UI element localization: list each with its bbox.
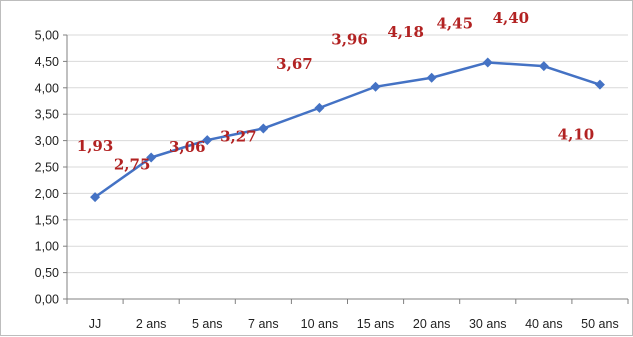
data-point-marker — [314, 102, 325, 113]
data-point-marker — [90, 192, 101, 203]
data-point-marker — [146, 152, 157, 163]
axes — [63, 34, 629, 304]
data-point-marker — [202, 135, 213, 146]
data-label: 4,18 — [387, 23, 424, 41]
data-label: 4,10 — [558, 126, 595, 144]
y-tick-label: 3,50 — [35, 108, 59, 122]
y-tick-label: 4,50 — [35, 55, 59, 69]
data-point-marker — [370, 81, 381, 92]
x-tick-label: 7 ans — [248, 317, 279, 331]
x-tick-label: 5 ans — [192, 317, 223, 331]
x-tick-label: 50 ans — [581, 317, 619, 331]
data-point-marker — [258, 123, 269, 134]
y-tick-label: 0,00 — [35, 293, 59, 307]
y-tick-label: 2,50 — [35, 161, 59, 175]
y-tick-label: 2,00 — [35, 187, 59, 201]
data-label: 1,93 — [77, 137, 114, 155]
y-tick-label: 3,00 — [35, 134, 59, 148]
x-tick-label: 15 ans — [357, 317, 395, 331]
data-label: 2,75 — [114, 155, 151, 173]
y-tick-label: 1,50 — [35, 213, 59, 227]
y-tick-label: 5,00 — [35, 29, 59, 43]
series-layer — [90, 57, 605, 203]
x-axis-tick-labels: JJ 2 ans 5 ans 7 ans 10 ans 15 ans 20 ans 30 an… — [89, 317, 619, 331]
data-label: 3,06 — [169, 138, 206, 156]
data-label: 3,67 — [276, 55, 313, 73]
data-label: 4,40 — [493, 9, 530, 27]
x-tick-label: 40 ans — [525, 317, 563, 331]
y-tick-label: 0,50 — [35, 266, 59, 280]
data-label: 3,96 — [331, 31, 368, 49]
gridlines — [67, 34, 628, 274]
x-tick-label: 20 ans — [413, 317, 451, 331]
series-line — [94, 61, 601, 199]
data-point-marker — [538, 61, 549, 72]
x-tick-label: JJ — [89, 317, 102, 331]
data-point-marker — [482, 57, 493, 68]
x-tick-label: 2 ans — [136, 317, 167, 331]
data-point-marker — [426, 72, 437, 83]
y-axis-tick-labels: 0,00 0,50 1,00 1,50 2,00 2,50 3,00 3,50 4,00 4,50… — [35, 29, 59, 307]
data-label: 3,27 — [220, 127, 257, 145]
y-tick-label: 1,00 — [35, 240, 59, 254]
y-tick-label: 4,00 — [35, 81, 59, 95]
data-label: 4,45 — [436, 14, 473, 32]
data-point-marker — [594, 79, 605, 90]
x-tick-label: 30 ans — [469, 317, 507, 331]
x-tick-label: 10 ans — [301, 317, 339, 331]
data-labels: 1,932,75 3,06 3,27 3,67 3,96 4,18 4,45 4,40 4,10 — [77, 9, 594, 173]
